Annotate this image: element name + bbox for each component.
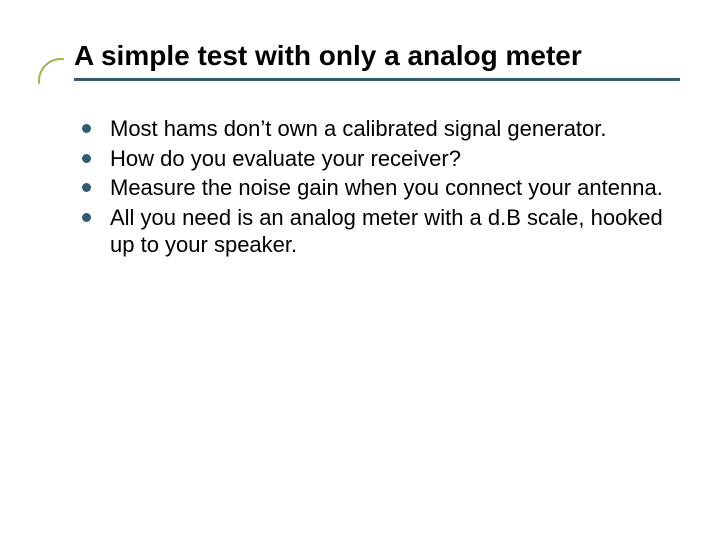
slide-title: A simple test with only a analog meter bbox=[74, 40, 680, 78]
slide: A simple test with only a analog meter M… bbox=[0, 0, 720, 540]
bullet-icon bbox=[82, 124, 91, 133]
bullet-text: Measure the noise gain when you connect … bbox=[110, 175, 663, 200]
bullet-icon bbox=[82, 154, 91, 163]
bullet-text: All you need is an analog meter with a d… bbox=[110, 205, 663, 258]
bullet-text: How do you evaluate your receiver? bbox=[110, 146, 461, 171]
list-item: How do you evaluate your receiver? bbox=[80, 145, 670, 173]
bullet-icon bbox=[82, 183, 91, 192]
slide-body: Most hams don’t own a calibrated signal … bbox=[80, 115, 670, 259]
bullet-icon bbox=[82, 213, 91, 222]
title-underline bbox=[74, 78, 680, 81]
list-item: Measure the noise gain when you connect … bbox=[80, 174, 670, 202]
bullet-list: Most hams don’t own a calibrated signal … bbox=[80, 115, 670, 259]
bullet-text: Most hams don’t own a calibrated signal … bbox=[110, 116, 607, 141]
list-item: Most hams don’t own a calibrated signal … bbox=[80, 115, 670, 143]
list-item: All you need is an analog meter with a d… bbox=[80, 204, 670, 259]
title-area: A simple test with only a analog meter bbox=[74, 40, 680, 81]
